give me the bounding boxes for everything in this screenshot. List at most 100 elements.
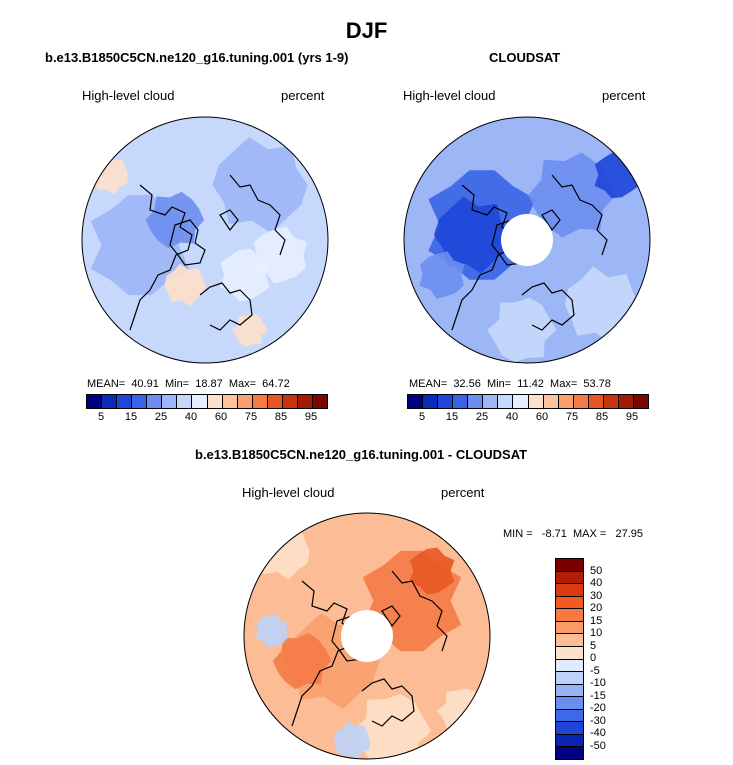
colorbar-tick-label: -30: [590, 714, 606, 727]
colorbar-swatch: [162, 395, 178, 408]
colorbar-swatch: [267, 395, 283, 408]
model-units-label: percent: [281, 88, 325, 103]
colorbar-swatch: [556, 571, 583, 585]
colorbar-tick-label: 25: [475, 411, 489, 423]
colorbar-swatch: [297, 395, 313, 408]
colorbar-tick-label: 75: [565, 411, 579, 423]
colorbar-tick-label: 5: [97, 411, 105, 423]
colorbar-swatch: [556, 734, 583, 748]
colorbar-tick-label: -40: [590, 727, 606, 739]
colorbar-swatch: [556, 584, 583, 597]
colorbar-swatch: [556, 659, 583, 673]
colorbar-swatch: [556, 709, 583, 723]
colorbar-swatch: [177, 395, 193, 408]
obs-panel-subtitle: CLOUDSAT: [489, 50, 561, 65]
colorbar-tick-label: 40: [184, 411, 198, 423]
model-polar-map: [80, 115, 330, 365]
colorbar-swatch: [603, 395, 619, 408]
colorbar-tick-label: 50: [590, 564, 603, 577]
diff-units-label: percent: [441, 485, 485, 500]
colorbar-swatch: [282, 395, 298, 408]
diff-stats: MIN = -8.71 MAX = 27.95: [503, 528, 644, 540]
colorbar-swatch: [132, 395, 148, 408]
model-colorbar-ticks: 5 15 25 40 60 75 85 95: [86, 409, 326, 423]
model-panel-subtitle: b.e13.B1850C5CN.ne120_g16.tuning.001 (yr…: [45, 50, 349, 65]
colorbar-tick-label: -15: [590, 689, 606, 702]
colorbar-swatch: [102, 395, 118, 408]
colorbar-tick-label: 60: [535, 411, 549, 423]
colorbar-swatch: [633, 395, 648, 408]
colorbar-tick-label: 25: [154, 411, 168, 423]
obs-units-label: percent: [602, 88, 646, 103]
obs-colorbar: 5 15 25 40 60 75 85 95: [407, 394, 649, 423]
colorbar-tick-label: 10: [590, 627, 603, 639]
colorbar-tick-label: -20: [590, 702, 606, 714]
colorbar-tick-label: 85: [595, 411, 609, 423]
model-colorbar: 5 15 25 40 60 75 85 95: [86, 394, 328, 423]
colorbar-tick-label: 95: [625, 411, 639, 423]
colorbar-swatch: [556, 672, 583, 685]
colorbar-tick-label: 5: [590, 639, 597, 652]
colorbar-swatch: [438, 395, 454, 408]
colorbar-swatch: [556, 697, 583, 710]
colorbar-swatch: [556, 609, 583, 622]
diff-colorbar-ticks: 50 40 30 20 15 10 5 0 -5 -10 -15 -20 -30 -40 -50: [590, 558, 630, 758]
colorbar-swatch: [87, 395, 103, 408]
colorbar-swatch: [237, 395, 253, 408]
diff-panel-subtitle: b.e13.B1850C5CN.ne120_g16.tuning.001 - C…: [195, 447, 528, 462]
colorbar-tick-label: 15: [445, 411, 459, 423]
colorbar-tick-label: 40: [590, 577, 603, 589]
obs-polar-map: [402, 115, 652, 365]
colorbar-swatch: [556, 621, 583, 635]
colorbar-swatch: [222, 395, 238, 408]
colorbar-swatch: [556, 634, 583, 647]
colorbar-tick-label: 15: [590, 614, 603, 627]
colorbar-swatch: [498, 395, 514, 408]
colorbar-swatch: [468, 395, 484, 408]
colorbar-swatch: [147, 395, 163, 408]
colorbar-tick-label: 85: [274, 411, 288, 423]
colorbar-swatch: [117, 395, 133, 408]
colorbar-swatch: [558, 395, 574, 408]
colorbar-tick-label: 75: [244, 411, 258, 423]
colorbar-tick-label: 95: [304, 411, 318, 423]
model-stats: MEAN= 40.91 Min= 18.87 Max= 64.72: [87, 378, 290, 390]
colorbar-tick-label: 60: [214, 411, 228, 423]
colorbar-tick-label: 30: [590, 589, 603, 602]
colorbar-swatch: [556, 596, 583, 610]
colorbar-swatch: [573, 395, 589, 408]
colorbar-swatch: [556, 722, 583, 735]
colorbar-tick-label: -50: [590, 739, 606, 752]
obs-colorbar-ticks: 5 15 25 40 60 75 85 95: [407, 409, 647, 423]
colorbar-tick-label: 40: [505, 411, 519, 423]
colorbar-swatch: [453, 395, 469, 408]
colorbar-tick-label: -10: [590, 677, 606, 689]
colorbar-swatch: [543, 395, 559, 408]
colorbar-tick-label: 5: [418, 411, 426, 423]
page-title: DJF: [345, 18, 388, 43]
colorbar-swatch: [207, 395, 223, 408]
colorbar-swatch: [528, 395, 544, 408]
obs-stats: MEAN= 32.56 Min= 11.42 Max= 53.78: [409, 378, 611, 390]
colorbar-swatch: [618, 395, 634, 408]
colorbar-tick-label: 15: [124, 411, 138, 423]
colorbar-swatch: [423, 395, 439, 408]
colorbar-swatch: [556, 559, 583, 572]
colorbar-swatch: [252, 395, 268, 408]
diff-colorbar: [555, 558, 584, 760]
colorbar-swatch: [588, 395, 604, 408]
colorbar-tick-label: 20: [590, 602, 603, 614]
colorbar-tick-label: 0: [590, 652, 597, 664]
diff-variable-label: High-level cloud: [242, 485, 335, 500]
colorbar-swatch: [312, 395, 327, 408]
diff-polar-map: [242, 511, 492, 761]
model-variable-label: High-level cloud: [82, 88, 175, 103]
colorbar-swatch: [556, 747, 583, 759]
obs-variable-label: High-level cloud: [403, 88, 496, 103]
colorbar-swatch: [408, 395, 424, 408]
colorbar-tick-label: -5: [590, 664, 600, 677]
colorbar-swatch: [556, 684, 583, 698]
colorbar-swatch: [513, 395, 529, 408]
colorbar-swatch: [192, 395, 208, 408]
colorbar-swatch: [483, 395, 499, 408]
